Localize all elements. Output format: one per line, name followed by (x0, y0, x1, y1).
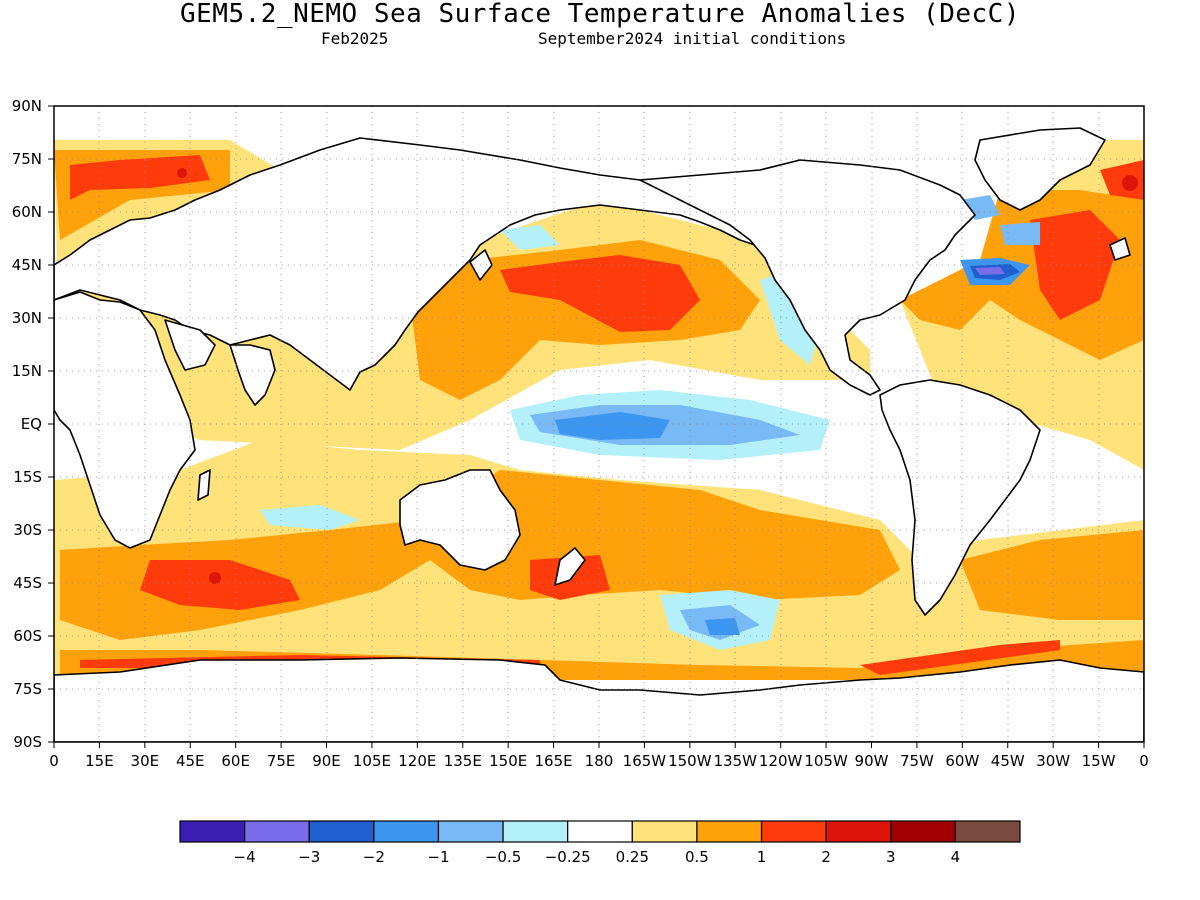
lon-label: 60W (945, 752, 979, 770)
lon-label: 60E (221, 752, 250, 770)
lat-label: 60N (12, 203, 42, 221)
lon-label: 0 (1139, 752, 1149, 770)
south-america-landmass (879, 379, 1041, 616)
lon-label: 105W (804, 752, 848, 770)
legend-swatch (373, 820, 440, 843)
longitude-axis-labels: 0 15E 30E 45E 60E 75E 90E 105E 120E 135E 150E 165E 1… (49, 742, 1149, 770)
lat-label: 60S (13, 627, 42, 645)
lat-label: 75S (13, 680, 42, 698)
lon-label: 45E (176, 752, 205, 770)
anomaly-field (54, 127, 1144, 742)
lon-label: 150E (489, 752, 527, 770)
lon-label: 15W (1082, 752, 1116, 770)
legend-label: −0.25 (545, 848, 591, 866)
legend-label: −0.5 (485, 848, 521, 866)
lon-label: 165E (535, 752, 573, 770)
lon-label: 30W (1036, 752, 1070, 770)
legend-swatch (890, 820, 956, 843)
lon-label: 75W (900, 752, 934, 770)
legend-swatch (244, 820, 310, 843)
init-conditions-note: September2024 initial conditions (538, 29, 847, 48)
lon-label: 150W (668, 752, 712, 770)
legend-swatch (631, 820, 698, 843)
lat-label: 30N (12, 309, 42, 327)
lon-label: 15E (85, 752, 114, 770)
lon-label: 90E (312, 752, 341, 770)
legend-swatch (954, 820, 1021, 843)
uk-landmass (1109, 237, 1131, 261)
new-zealand-landmass (554, 547, 586, 586)
cool-anomaly-regions (260, 195, 1040, 650)
latitude-axis-labels: 90N 75N 60N 45N 30N 15N EQ 15S 30S 45S 60S 75S 90S (12, 97, 54, 751)
lon-label: 165W (623, 752, 667, 770)
india-landmass (229, 344, 276, 406)
lon-label: 180 (585, 752, 614, 770)
lat-label: 15N (12, 362, 42, 380)
warm-anomaly-regions (54, 140, 1144, 680)
madagascar-landmass (197, 469, 211, 501)
lon-label: 90W (855, 752, 889, 770)
legend-swatch (825, 820, 892, 843)
legend-swatch (696, 820, 763, 843)
lon-label: 135E (444, 752, 482, 770)
lon-label: 45W (991, 752, 1025, 770)
legend-label: 2 (821, 848, 831, 866)
lon-label: 120E (398, 752, 436, 770)
lat-label: 45N (12, 256, 42, 274)
legend-label: 0.25 (616, 848, 649, 866)
lat-label: EQ (21, 415, 42, 433)
legend-swatch (308, 820, 375, 843)
color-legend-labels: −4 −3 −2 −1 −0.5 −0.25 0.25 0.5 1 2 3 4 (234, 848, 961, 866)
legend-swatch (437, 820, 504, 843)
lon-label: 105E (353, 752, 391, 770)
lat-label: 90S (13, 733, 42, 751)
lon-label: 30E (131, 752, 160, 770)
legend-label: 0.5 (685, 848, 709, 866)
lat-label: 90N (12, 97, 42, 115)
arabia-landmass (164, 319, 216, 371)
australia-landmass (399, 469, 521, 571)
legend-label: 3 (886, 848, 896, 866)
legend-label: −4 (234, 848, 256, 866)
lon-label: 135W (714, 752, 758, 770)
legend-label: 1 (757, 848, 767, 866)
greenland-landmass (974, 127, 1106, 211)
lon-label: 0 (49, 752, 59, 770)
lat-label: 30S (13, 521, 42, 539)
valid-month: Feb2025 (321, 29, 389, 48)
map-title: GEM5.2_NEMO Sea Surface Temperature Anom… (180, 0, 1020, 29)
lat-label: 15S (13, 468, 42, 486)
legend-swatch (502, 820, 569, 843)
legend-swatch (760, 820, 827, 843)
lat-label: 75N (12, 150, 42, 168)
legend-label: −3 (298, 848, 320, 866)
lon-label: 120W (759, 752, 803, 770)
legend-swatch (567, 820, 633, 843)
africa-landmass (54, 291, 196, 549)
color-legend (179, 820, 1021, 843)
lon-label: 75E (267, 752, 296, 770)
legend-label: −2 (363, 848, 385, 866)
lat-label: 45S (13, 574, 42, 592)
map-gridlines (54, 106, 1144, 742)
legend-swatch (179, 820, 246, 843)
legend-label: 4 (951, 848, 961, 866)
legend-label: −1 (427, 848, 449, 866)
